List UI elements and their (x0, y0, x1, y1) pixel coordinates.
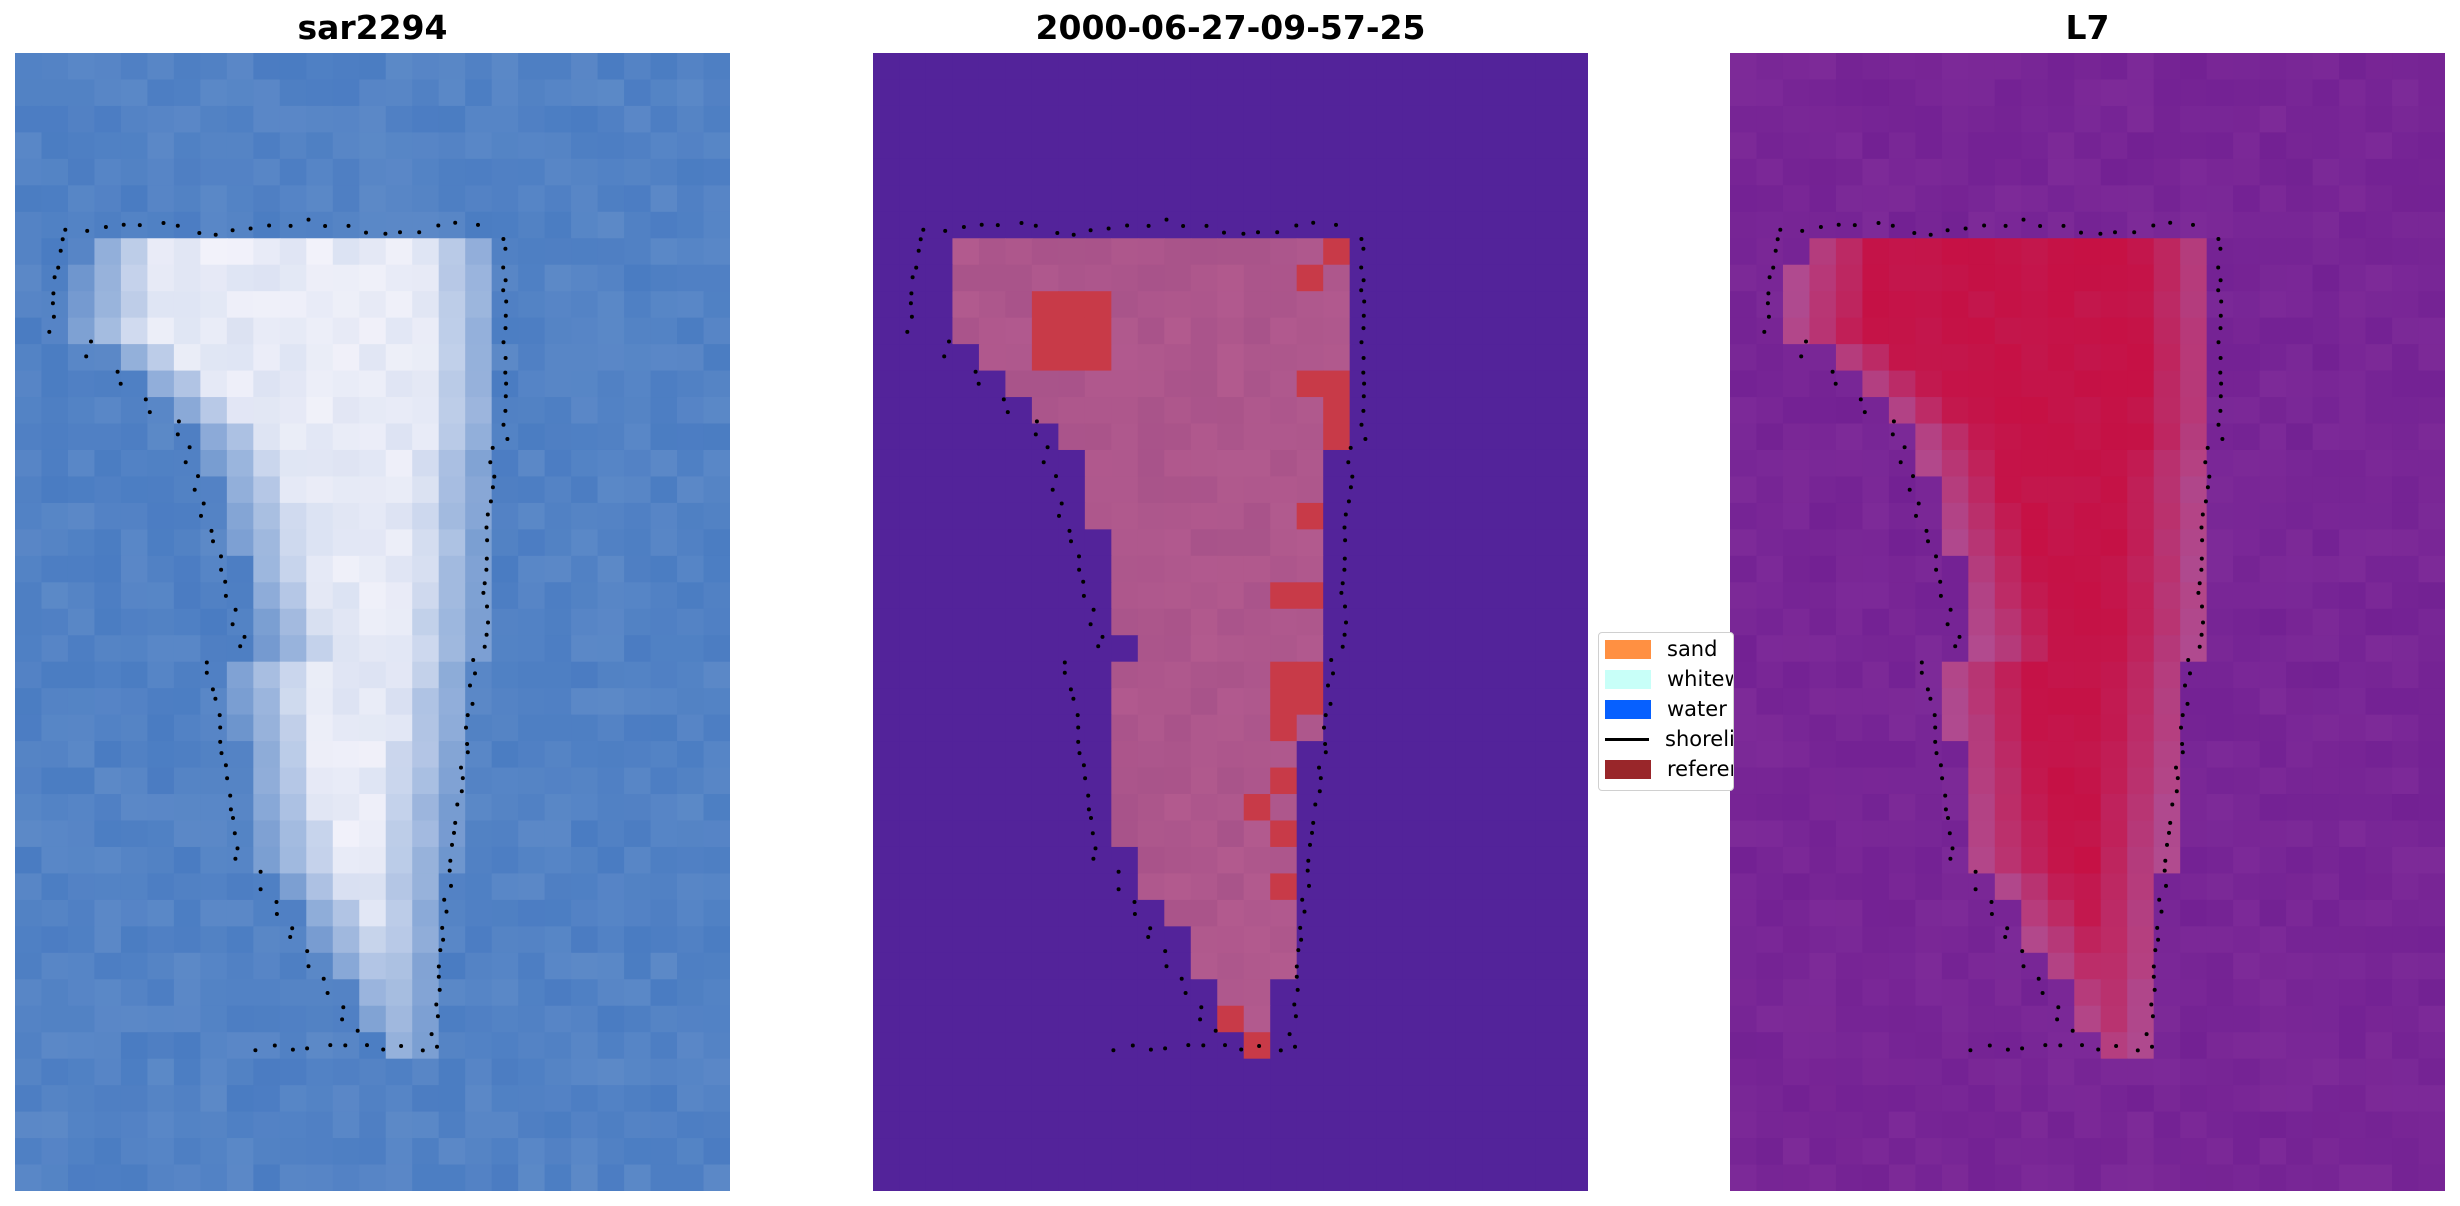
index-image-panel (1730, 53, 2445, 1191)
legend-label-sand: sand (1667, 637, 1718, 661)
rgb-shoreline-dots (47, 217, 510, 1053)
reference-swatch (1605, 759, 1651, 779)
classified-pixels (873, 53, 1588, 1191)
legend-item-sand: sand (1605, 635, 1717, 663)
rgb-pixels (15, 53, 730, 1191)
index-shoreline-dots (1762, 217, 2225, 1053)
panel-title-classified: 2000-06-27-09-57-25 (1035, 8, 1426, 47)
shoreline-line-sample (1605, 737, 1649, 741)
legend-label-shoreline: shoreline (1665, 727, 1733, 751)
classified-shoreline-dots (905, 217, 1368, 1053)
sand-swatch (1605, 639, 1651, 659)
classified-image-panel (873, 53, 1588, 1191)
legend-label-water: water (1667, 697, 1727, 721)
classified-image (873, 53, 1588, 1191)
index-image (1730, 53, 2445, 1191)
whitewater-swatch (1605, 669, 1651, 689)
index-pixels (1730, 53, 2445, 1191)
water-swatch (1605, 699, 1651, 719)
rgb-image-panel (15, 53, 730, 1191)
legend-label-reference: reference (1667, 757, 1733, 781)
panel-title-index: L7 (2065, 8, 2110, 47)
legend-item-reference: reference (1605, 755, 1733, 783)
panel-title-rgb: sar2294 (297, 8, 448, 47)
rgb-image (15, 53, 730, 1191)
legend-item-shoreline: shoreline (1605, 725, 1733, 753)
legend-item-water: water (1605, 695, 1727, 723)
